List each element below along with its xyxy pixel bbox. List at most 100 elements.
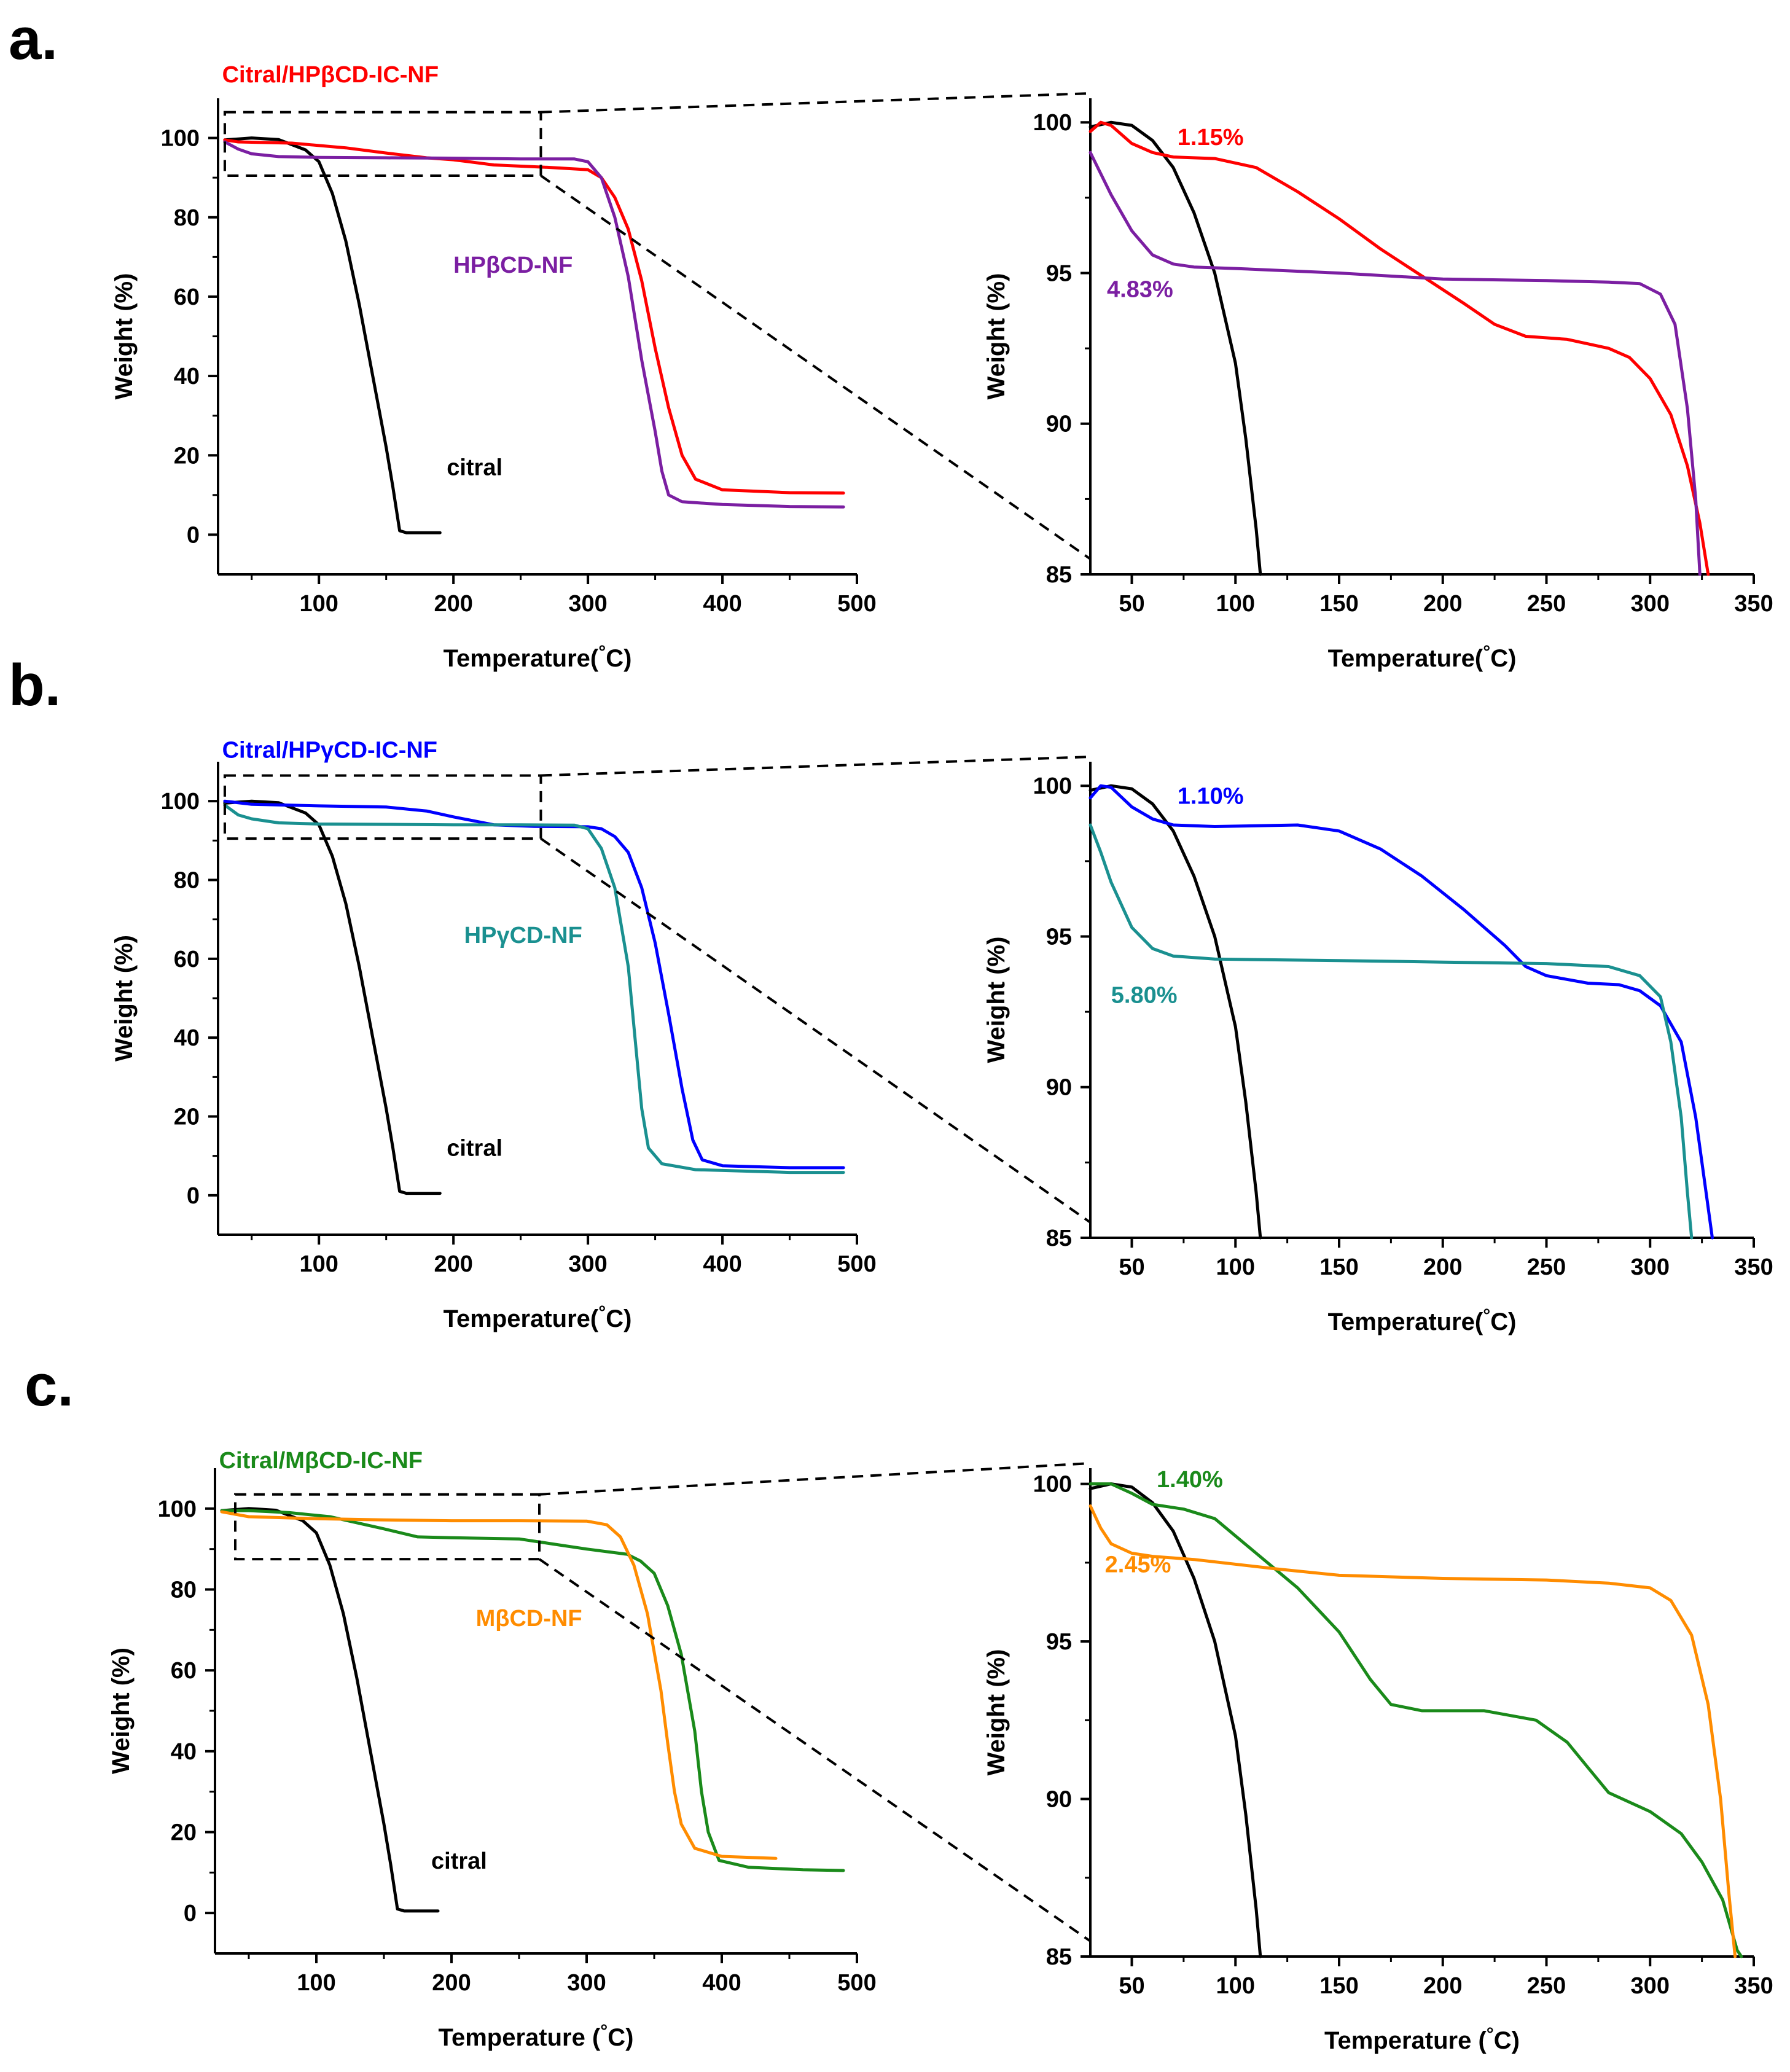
series-label: HPβCD-NF [453, 252, 573, 278]
series-line-m-cd-nf [1088, 1504, 1737, 1958]
x-tick-label: 300 [1631, 591, 1670, 617]
x-tick-label: 100 [1216, 1973, 1255, 1999]
series-line-hp-cd-nf [223, 803, 845, 1175]
y-tick-label: 85 [1046, 562, 1072, 588]
y-axis-title: Weight (%) [983, 273, 1010, 400]
series-line-citral-hp-cd-ic-nf [1088, 120, 1710, 576]
y-tick-label: 20 [171, 1820, 197, 1846]
y-tick-label: 85 [1046, 1226, 1072, 1251]
y-tick-label: 60 [174, 284, 200, 310]
x-tick-label: 300 [1631, 1973, 1670, 1999]
x-tick-label: 300 [568, 1251, 607, 1277]
series-line-citral-hp-cd-ic-nf [223, 138, 845, 495]
zoom-connector-top [539, 1462, 1091, 1496]
y-tick-label: 100 [161, 126, 200, 152]
zoom-connector-bottom [538, 1558, 1092, 1942]
y-tick-label: 100 [158, 1496, 197, 1522]
y-tick-label: 80 [171, 1577, 197, 1603]
y-tick-label: 90 [1046, 1075, 1072, 1101]
x-tick-label: 350 [1734, 1973, 1773, 1999]
y-tick-label: 90 [1046, 412, 1072, 437]
y-axis-title: Weight (%) [111, 273, 138, 400]
x-tick-label: 250 [1527, 591, 1566, 617]
x-tick-label: 50 [1119, 591, 1144, 617]
chart-a-full: 100 200 300 400 500 0 20 40 60 80 100 Temperature(°… [111, 62, 877, 672]
series-line-citral [1088, 1482, 1262, 1958]
y-tick-label: 80 [174, 868, 200, 894]
series-label: 2.45% [1105, 1552, 1171, 1577]
series-line-citral-m-cd-ic-nf [220, 1509, 845, 1872]
x-tick-label: 50 [1119, 1254, 1144, 1280]
x-tick-label: 50 [1119, 1973, 1144, 1999]
zoom-region-box [234, 1493, 541, 1561]
series-line-citral-hp-cd-ic-nf [223, 799, 845, 1170]
y-tick-label: 40 [174, 1025, 200, 1051]
panel-label-b: b. [9, 652, 61, 718]
y-tick-label: 95 [1046, 924, 1072, 950]
series-line-hp-cd-nf [1088, 151, 1702, 576]
series-label: 1.15% [1178, 125, 1244, 151]
x-tick-label: 300 [1631, 1254, 1670, 1280]
y-axis-title: Weight (%) [111, 935, 138, 1061]
x-tick-label: 200 [1423, 1973, 1462, 1999]
series-line-citral-hp-cd-ic-nf [1088, 784, 1714, 1240]
series-label: MβCD-NF [476, 1606, 582, 1632]
chart-b-full: 100 200 300 400 500 0 20 40 60 80 100 Temperature(°… [111, 738, 877, 1332]
y-tick-label: 0 [187, 1183, 200, 1209]
x-tick-label: 100 [1216, 591, 1255, 617]
x-tick-label: 100 [1216, 1254, 1255, 1280]
series-label: Citral/MβCD-IC-NF [219, 1448, 423, 1474]
x-tick-label: 250 [1527, 1973, 1566, 1999]
x-tick-label: 150 [1319, 1254, 1358, 1280]
series-line-citral [1088, 784, 1262, 1240]
x-tick-label: 350 [1734, 1254, 1773, 1280]
y-tick-label: 80 [174, 205, 200, 231]
x-tick-label: 200 [432, 1970, 471, 1996]
panel-label-a: a. [9, 6, 58, 72]
y-tick-label: 90 [1046, 1787, 1072, 1813]
x-tick-label: 100 [300, 1251, 338, 1277]
y-tick-label: 0 [187, 522, 200, 548]
x-tick-label: 200 [1423, 1254, 1462, 1280]
x-axis-title: Temperature(°C) [1328, 1305, 1517, 1335]
series-label: citral [447, 455, 502, 481]
series-label: Citral/HPγCD-IC-NF [222, 738, 437, 764]
series-line-citral [1088, 120, 1262, 576]
y-tick-label: 40 [171, 1739, 197, 1765]
x-tick-label: 400 [703, 1251, 741, 1277]
y-tick-label: 85 [1046, 1944, 1072, 1970]
chart-a-zoom: 50 100 150 200 250 300 350 85 90 95 100 Temperature… [983, 98, 1773, 672]
x-axis-title: Temperature(°C) [444, 1302, 632, 1332]
series-line-citral [223, 136, 442, 534]
x-tick-label: 500 [837, 1251, 876, 1277]
y-tick-label: 100 [161, 789, 200, 815]
series-label: citral [447, 1136, 502, 1162]
y-tick-label: 60 [171, 1658, 197, 1684]
chart-c-full: 100 200 300 400 500 0 20 40 60 80 100 Temperature (… [107, 1448, 877, 2051]
panel-label-c: c. [25, 1353, 74, 1418]
x-axis-title: Temperature(°C) [1328, 642, 1517, 672]
chart-c-zoom: 50 100 150 200 250 300 350 85 90 95 100 Temperature… [983, 1467, 1773, 2054]
series-label: 5.80% [1111, 982, 1178, 1008]
series-line-citral [223, 799, 442, 1195]
x-tick-label: 150 [1319, 1973, 1358, 1999]
series-line-citral [220, 1507, 440, 1913]
zoom-region-box [223, 111, 542, 177]
x-tick-label: 300 [568, 591, 607, 617]
y-tick-label: 100 [1033, 1472, 1072, 1498]
x-tick-label: 350 [1734, 591, 1773, 617]
y-axis-title: Weight (%) [983, 1649, 1010, 1776]
x-tick-label: 150 [1319, 591, 1358, 617]
series-label: Citral/HPβCD-IC-NF [222, 62, 439, 88]
chart-b-zoom: 50 100 150 200 250 300 350 85 90 95 100 Temperature… [983, 762, 1773, 1335]
series-label: citral [431, 1848, 487, 1874]
series-line-m-cd-nf [220, 1510, 778, 1860]
series-line-hp-cd-nf [223, 140, 845, 509]
x-tick-label: 200 [1423, 591, 1462, 617]
zoom-region-box [223, 774, 542, 840]
series-line-citral-m-cd-ic-nf [1088, 1482, 1743, 1958]
zoom-connector-top [541, 92, 1091, 114]
y-tick-label: 20 [174, 443, 200, 469]
series-label: 1.10% [1178, 784, 1244, 810]
